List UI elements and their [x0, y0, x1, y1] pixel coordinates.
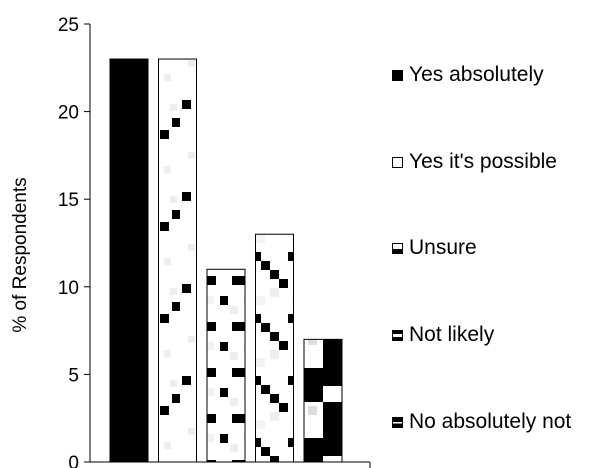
legend-swatch-yes-absolutely	[392, 69, 403, 81]
bar-yes-absolutely	[109, 58, 149, 463]
y-tick-label: 10	[58, 278, 79, 299]
legend-label: Yes absolutely	[409, 63, 544, 86]
y-tick-label: 5	[68, 365, 79, 386]
legend-item-yes-absolutely: Yes absolutely	[392, 63, 544, 87]
y-axis-label: % of Respondents	[10, 177, 31, 332]
y-tick-label: 20	[58, 103, 79, 124]
y-tick-label: 0	[68, 453, 79, 468]
y-tick-label: 25	[58, 15, 79, 36]
legend-label: Yes it's possible	[409, 150, 557, 173]
legend-label: Not likely	[409, 323, 495, 346]
bar-no-absolutely-not	[303, 338, 343, 463]
legend: Yes absolutely Yes it's possible Unsure …	[392, 0, 602, 468]
legend-swatch-unsure	[392, 242, 403, 254]
legend-label: Unsure	[409, 236, 477, 259]
legend-item-yes-possible: Yes it's possible	[392, 150, 557, 174]
legend-label: No absolutely not	[409, 410, 572, 433]
legend-item-no-absolutely-not: No absolutely not	[392, 410, 571, 434]
legend-item-not-likely: Not likely	[392, 323, 494, 347]
legend-swatch-yes-possible	[392, 156, 403, 168]
legend-item-unsure: Unsure	[392, 236, 477, 260]
legend-swatch-no-absolutely-not	[392, 416, 403, 428]
bar-yes-possible	[158, 58, 197, 463]
bar-not-likely	[255, 233, 294, 463]
legend-swatch-not-likely	[392, 329, 403, 341]
y-tick-label: 15	[58, 190, 79, 211]
bar-unsure	[206, 268, 246, 463]
